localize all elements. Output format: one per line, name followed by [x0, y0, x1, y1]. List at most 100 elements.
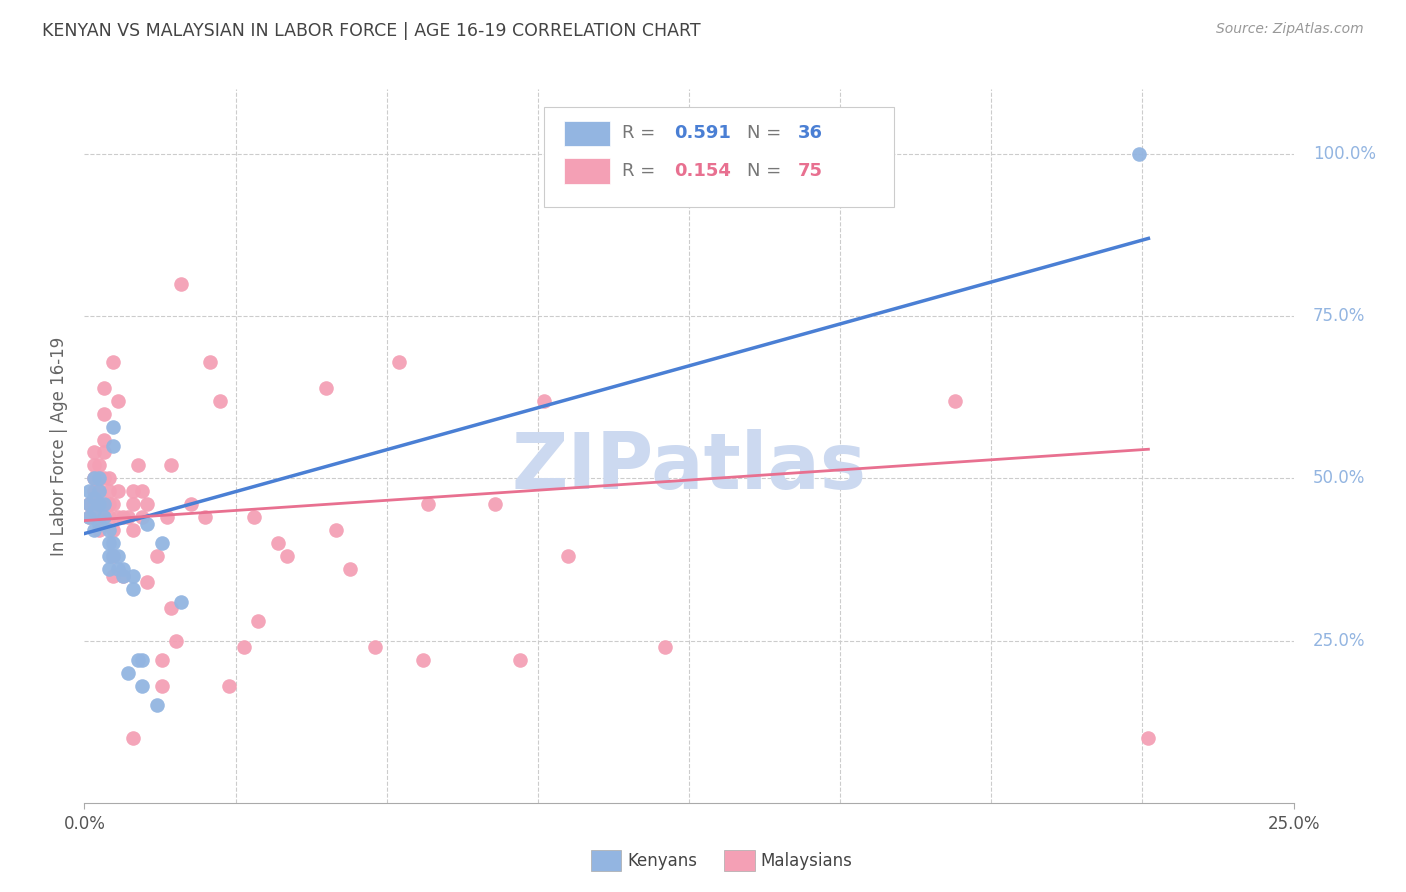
Point: [160, 601, 183, 615]
Text: 0.154: 0.154: [675, 162, 731, 180]
Point: [93, 471, 115, 485]
Point: [97, 536, 120, 550]
Text: 0.591: 0.591: [675, 125, 731, 143]
Point: [93, 407, 115, 421]
Point: [77, 484, 100, 499]
Point: [87, 524, 110, 538]
Point: [233, 640, 256, 654]
Point: [93, 497, 115, 511]
Point: [557, 549, 579, 564]
Text: R =: R =: [623, 162, 661, 180]
Point: [170, 595, 193, 609]
Point: [247, 614, 270, 628]
Point: [117, 510, 139, 524]
Point: [170, 277, 193, 291]
FancyBboxPatch shape: [544, 107, 894, 207]
Point: [107, 510, 129, 524]
Point: [315, 381, 337, 395]
Point: [136, 516, 159, 531]
Point: [509, 653, 531, 667]
Point: [218, 679, 240, 693]
Point: [103, 497, 125, 511]
Point: [103, 549, 125, 564]
Point: [180, 497, 202, 511]
Text: 75: 75: [797, 162, 823, 180]
Point: [121, 731, 143, 745]
Point: [131, 679, 153, 693]
Point: [127, 458, 149, 473]
Point: [103, 439, 125, 453]
Point: [93, 381, 115, 395]
Point: [87, 471, 110, 485]
Point: [112, 510, 135, 524]
Point: [97, 549, 120, 564]
Point: [77, 510, 100, 524]
Point: [107, 562, 129, 576]
Point: [276, 549, 298, 564]
Point: [1128, 147, 1150, 161]
Point: [87, 484, 110, 499]
Point: [83, 471, 105, 485]
Point: [77, 497, 100, 511]
Point: [107, 549, 129, 564]
Point: [198, 354, 221, 368]
Point: [93, 497, 115, 511]
Point: [97, 471, 120, 485]
Point: [339, 562, 361, 576]
Point: [77, 510, 100, 524]
Point: [97, 510, 120, 524]
Point: [97, 562, 120, 576]
Point: [1137, 731, 1160, 745]
Point: [484, 497, 506, 511]
Point: [121, 582, 143, 596]
Point: [103, 536, 125, 550]
Point: [654, 640, 676, 654]
Point: [87, 458, 110, 473]
Text: ZIPatlas: ZIPatlas: [512, 429, 866, 506]
Point: [943, 393, 966, 408]
Point: [93, 433, 115, 447]
Point: [107, 393, 129, 408]
Point: [146, 698, 169, 713]
Point: [208, 393, 231, 408]
Point: [412, 653, 434, 667]
Point: [87, 497, 110, 511]
Point: [117, 666, 139, 681]
Point: [112, 568, 135, 582]
Point: [103, 354, 125, 368]
Point: [83, 491, 105, 505]
Point: [150, 653, 173, 667]
Text: R =: R =: [623, 125, 661, 143]
Point: [103, 568, 125, 582]
Point: [103, 419, 125, 434]
Point: [131, 653, 153, 667]
Point: [533, 393, 555, 408]
Point: [127, 653, 149, 667]
Point: [97, 524, 120, 538]
FancyBboxPatch shape: [564, 159, 610, 184]
Point: [83, 471, 105, 485]
Point: [136, 575, 159, 590]
Point: [131, 484, 153, 499]
Point: [155, 510, 177, 524]
Point: [83, 524, 105, 538]
Point: [83, 445, 105, 459]
Point: [112, 568, 135, 582]
Point: [160, 458, 183, 473]
Point: [83, 458, 105, 473]
Point: [194, 510, 217, 524]
Point: [87, 484, 110, 499]
Text: N =: N =: [747, 162, 787, 180]
Text: Malaysians: Malaysians: [761, 852, 852, 870]
Point: [87, 516, 110, 531]
Point: [103, 524, 125, 538]
Point: [87, 497, 110, 511]
Text: 50.0%: 50.0%: [1313, 469, 1365, 487]
Point: [107, 484, 129, 499]
Point: [121, 524, 143, 538]
Point: [103, 549, 125, 564]
Point: [121, 497, 143, 511]
Point: [146, 549, 169, 564]
Text: 75.0%: 75.0%: [1313, 307, 1365, 326]
Point: [83, 497, 105, 511]
